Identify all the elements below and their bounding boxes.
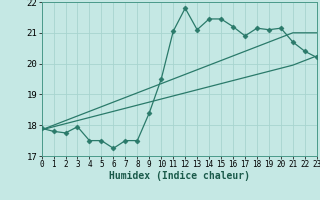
X-axis label: Humidex (Indice chaleur): Humidex (Indice chaleur) xyxy=(109,171,250,181)
